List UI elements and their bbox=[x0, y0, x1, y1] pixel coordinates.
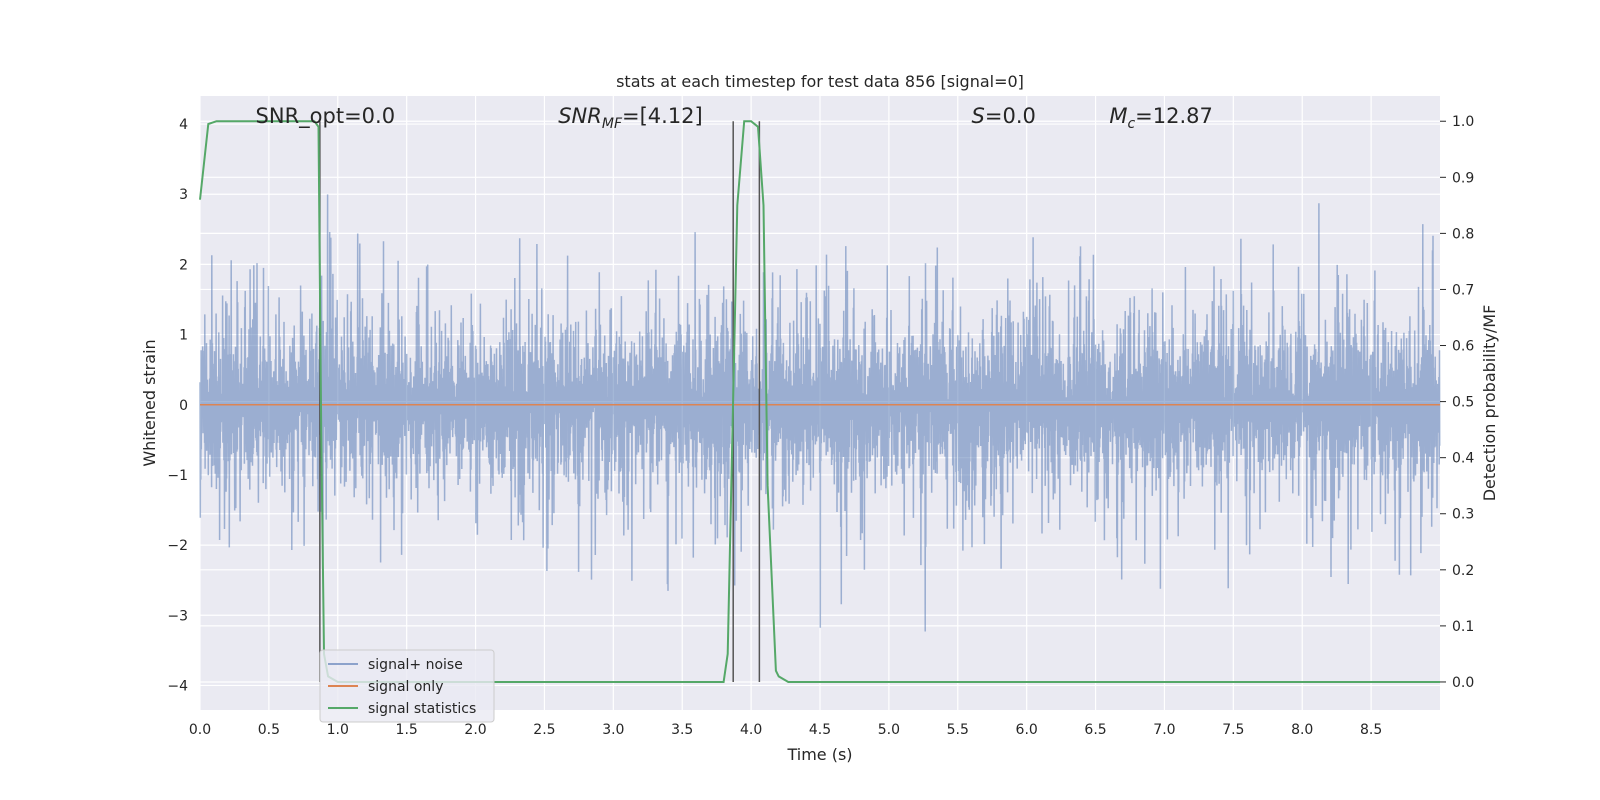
y-right-tick-label: 0.7 bbox=[1452, 282, 1474, 298]
signal-statistics-series bbox=[199, 120, 1440, 683]
chart-title: stats at each timestep for test data 856… bbox=[616, 72, 1024, 91]
legend-box bbox=[319, 649, 495, 723]
annotation: SNR_opt=0.0 bbox=[256, 104, 396, 129]
annotation: SNRMF=[4.12] bbox=[558, 104, 703, 132]
x-axis-title: Time (s) bbox=[786, 745, 852, 764]
y-right-tick-label: 0.6 bbox=[1452, 339, 1474, 355]
annotations: SNR_opt=0.0 SNRMF=[4.12] S=0.0 Mc=12.87 bbox=[256, 104, 1213, 132]
y-left-tick-label: −3 bbox=[167, 608, 188, 624]
y-right-tick-label: 0.4 bbox=[1452, 451, 1474, 467]
annotation: Mc=12.87 bbox=[1109, 104, 1213, 132]
y-right-tick-label: 0.9 bbox=[1452, 170, 1474, 186]
x-tick-label: 8.5 bbox=[1360, 722, 1382, 738]
legend-label: signal only bbox=[368, 679, 443, 695]
annotation: S=0.0 bbox=[972, 104, 1036, 128]
x-tick-label: 4.0 bbox=[740, 722, 762, 738]
y-left-tick-label: −1 bbox=[167, 468, 188, 484]
y-axis-title-left: Whitened strain bbox=[140, 339, 159, 466]
x-tick-label: 1.5 bbox=[396, 722, 418, 738]
x-tick-label: 6.0 bbox=[1016, 722, 1038, 738]
y-left-tick-label: 4 bbox=[179, 117, 188, 133]
signal-noise-series bbox=[199, 194, 1441, 632]
x-tick-label: 3.0 bbox=[602, 722, 624, 738]
y-right-tick-label: 0.0 bbox=[1452, 675, 1474, 691]
x-tick-label: 1.0 bbox=[327, 722, 349, 738]
x-tick-label: 5.0 bbox=[878, 722, 900, 738]
y-right-tick-label: 0.2 bbox=[1452, 563, 1474, 579]
x-tick-label: 8.0 bbox=[1291, 722, 1313, 738]
y-right-tick-label: 0.1 bbox=[1452, 619, 1474, 635]
x-tick-label: 2.0 bbox=[464, 722, 486, 738]
legend-label: signal statistics bbox=[368, 701, 476, 717]
x-tick-label: 4.5 bbox=[809, 722, 831, 738]
x-tick-label: 5.5 bbox=[947, 722, 969, 738]
tick-labels: 0.0 0.5 1.0 1.5 2.0 2.5 3.0 3.5 4.0 4.5 5.0 5.5 6.0 6… bbox=[167, 114, 1474, 738]
y-right-tick-label: 0.8 bbox=[1452, 226, 1474, 242]
x-tick-label: 3.5 bbox=[671, 722, 693, 738]
legend-items: signal+ noise signal only signal statistic… bbox=[328, 657, 476, 717]
x-tick-label: 7.5 bbox=[1222, 722, 1244, 738]
y-right-tick-label: 1.0 bbox=[1452, 114, 1474, 130]
y-left-tick-label: −4 bbox=[167, 678, 188, 694]
signal-noise-line bbox=[199, 194, 1441, 632]
y-left-tick-label: 2 bbox=[179, 257, 188, 273]
x-tick-label: 0.5 bbox=[258, 722, 280, 738]
x-tick-label: 2.5 bbox=[533, 722, 555, 738]
legend-label: signal+ noise bbox=[368, 657, 463, 673]
legend: signal+ noise signal only signal statistic… bbox=[319, 649, 495, 723]
y-left-tick-label: 0 bbox=[179, 398, 188, 414]
y-right-tick-label: 0.5 bbox=[1452, 395, 1474, 411]
x-tick-label: 0.0 bbox=[189, 722, 211, 738]
x-tick-label: 6.5 bbox=[1084, 722, 1106, 738]
y-axis-title-right: Detection probability/MF bbox=[1480, 305, 1499, 502]
y-left-tick-label: 3 bbox=[179, 187, 188, 203]
x-tick-label: 7.0 bbox=[1153, 722, 1175, 738]
y-left-tick-label: −2 bbox=[167, 538, 188, 554]
y-right-tick-label: 0.3 bbox=[1452, 507, 1474, 523]
y-left-tick-label: 1 bbox=[179, 328, 188, 344]
signal-statistics-line bbox=[199, 120, 1440, 683]
